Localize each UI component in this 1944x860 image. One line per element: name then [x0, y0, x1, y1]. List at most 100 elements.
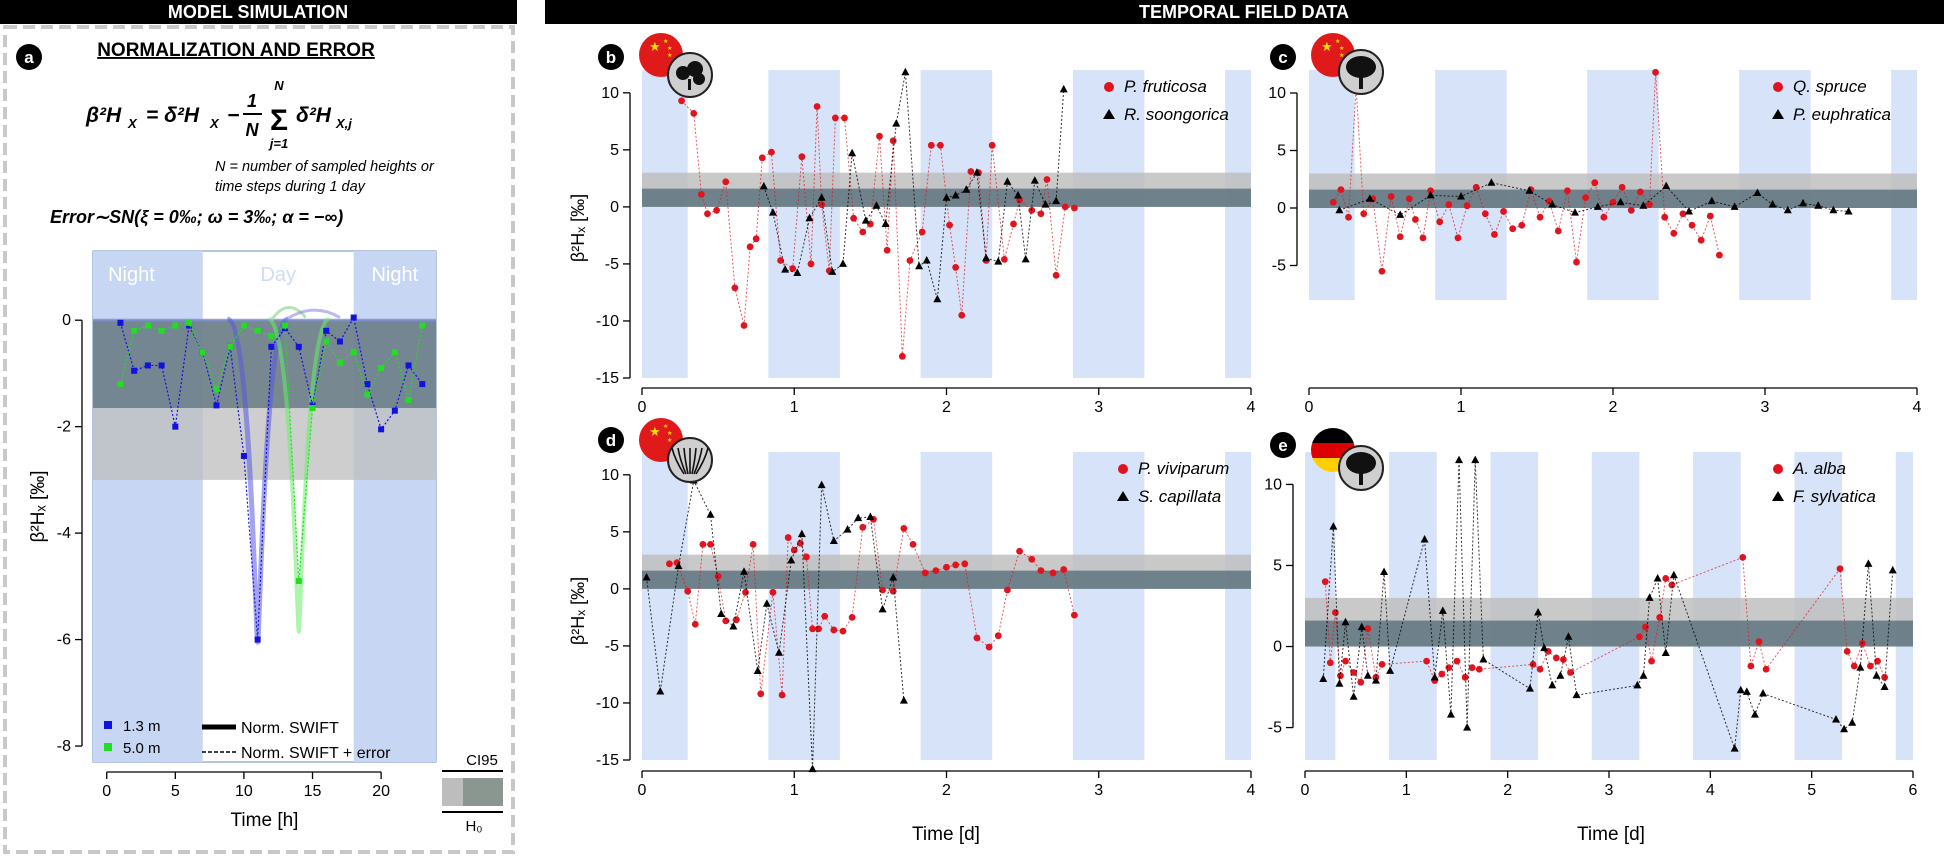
- data-point-triangle: [1799, 198, 1807, 207]
- data-point-circle: [850, 214, 858, 222]
- data-point-circle: [1332, 609, 1339, 616]
- data-point-circle: [1591, 179, 1599, 187]
- data-point-circle: [798, 153, 806, 161]
- data-point-circle: [1453, 657, 1461, 665]
- y-tick-label: -5: [1268, 720, 1282, 737]
- data-point-circle: [1321, 578, 1329, 586]
- x-tick-label: 0: [1301, 782, 1310, 799]
- data-point-triangle: [1365, 194, 1374, 202]
- data-point-circle: [1661, 213, 1669, 221]
- grass-blade: [683, 447, 689, 475]
- legend-5-0m-marker: [104, 743, 112, 751]
- data-point-circle: [1881, 673, 1889, 681]
- flag-star-icon: ★: [667, 52, 672, 59]
- data-point-triangle: [828, 267, 837, 275]
- data-point-triangle: [1829, 205, 1838, 214]
- data-point-triangle: [1662, 181, 1671, 190]
- data-point-circle: [713, 206, 721, 214]
- label-night-right: Night: [371, 264, 418, 286]
- panel-a-frame: [3, 25, 515, 854]
- data-point-triangle: [1848, 718, 1857, 726]
- data-point-triangle: [982, 253, 991, 262]
- panel-a-title: NORMALIZATION AND ERROR: [97, 40, 375, 61]
- data-point-triangle: [1750, 710, 1759, 718]
- formula-lhs: β²H: [85, 104, 122, 127]
- data-point-triangle: [1548, 680, 1557, 689]
- data-point-circle: [841, 114, 848, 122]
- data-point-circle: [1061, 203, 1069, 211]
- data-point-circle: [1350, 669, 1358, 676]
- data-point-circle: [699, 541, 707, 548]
- ci95-key-label: CI95: [466, 752, 498, 769]
- h0-key-swatch: [463, 778, 503, 806]
- data-point-circle: [722, 178, 730, 186]
- data-point-circle: [1412, 216, 1419, 223]
- data-point-triangle: [866, 512, 875, 521]
- data-point-triangle: [805, 213, 814, 222]
- data-point-circle: [1037, 210, 1045, 218]
- data-point-circle: [1445, 201, 1453, 208]
- y-axis-title: β²Hₓ [‰]: [28, 470, 49, 542]
- data-point-circle: [796, 539, 804, 547]
- x-tick-label: 3: [1761, 399, 1770, 416]
- y-tick-label: 5: [1273, 557, 1282, 574]
- x-axis-title: Time [d]: [1577, 824, 1645, 845]
- data-point-circle: [1536, 213, 1544, 221]
- data-point-circle: [879, 586, 886, 594]
- data-point-circle: [985, 643, 993, 651]
- flag-star-icon: ★: [1321, 39, 1333, 54]
- h0-key-label: H₀: [465, 818, 482, 835]
- data-point-circle: [1552, 654, 1560, 662]
- data-point-triangle: [1349, 692, 1358, 700]
- data-point-triangle: [656, 687, 665, 695]
- data-point-circle: [1475, 665, 1483, 673]
- data-point-square: [419, 322, 426, 329]
- data-point-triangle: [1880, 682, 1889, 691]
- data-point-triangle: [915, 261, 924, 270]
- data-point-triangle: [892, 119, 901, 127]
- x-tick-label: 4: [1913, 399, 1922, 416]
- data-point-circle: [1668, 581, 1676, 589]
- night-band: [642, 70, 688, 378]
- formula-sum-top: N: [274, 78, 284, 93]
- data-point-triangle: [740, 567, 749, 575]
- data-point-triangle: [1730, 744, 1739, 752]
- series-red-line: [1332, 72, 1720, 272]
- data-point-circle: [932, 567, 940, 575]
- header-model-simulation: MODEL SIMULATION: [168, 2, 348, 22]
- data-point-circle: [1423, 657, 1430, 665]
- data-point-circle: [1468, 664, 1476, 671]
- x-axis-title: Time [d]: [912, 824, 980, 845]
- legend-triangle-marker: [1117, 491, 1129, 501]
- data-point-circle: [704, 210, 711, 218]
- series-black-line: [1322, 460, 1894, 749]
- data-point-circle: [1564, 187, 1571, 195]
- flag-star-icon: ★: [667, 437, 672, 444]
- data-point-triangle: [1534, 607, 1543, 616]
- tree-crown: [1346, 452, 1376, 474]
- data-point-triangle: [1661, 648, 1670, 657]
- y-tick-label: 10: [1268, 85, 1286, 102]
- formula-sum-bottom: j=1: [268, 136, 288, 151]
- data-point-circle: [830, 626, 838, 634]
- data-point-triangle: [1396, 210, 1405, 218]
- data-point-circle: [952, 561, 960, 569]
- data-point-triangle: [1783, 205, 1792, 214]
- legend-species-2: P. euphratica: [1793, 105, 1891, 124]
- header-bar-left: [0, 0, 517, 24]
- normalization-formula: β²H X = δ²H X − 1 N N Σ j=1 δ²H X,j: [85, 78, 352, 151]
- flag-star-icon: ★: [649, 424, 661, 439]
- legend-1-3m-marker: [104, 721, 112, 729]
- data-point-square: [186, 319, 193, 326]
- data-point-triangle: [674, 561, 683, 570]
- data-point-circle: [1043, 176, 1051, 183]
- y-tick-label: -6: [57, 632, 71, 649]
- data-point-circle: [1850, 662, 1858, 670]
- data-point-circle: [1472, 183, 1480, 191]
- data-point-circle: [1554, 227, 1562, 235]
- data-point-circle: [1016, 547, 1023, 555]
- x-tick-label: 5: [171, 783, 180, 800]
- legend-species-1: P. fruticosa: [1124, 77, 1207, 96]
- data-point-triangle: [1525, 684, 1534, 692]
- series-1-3m-line: [119, 315, 423, 640]
